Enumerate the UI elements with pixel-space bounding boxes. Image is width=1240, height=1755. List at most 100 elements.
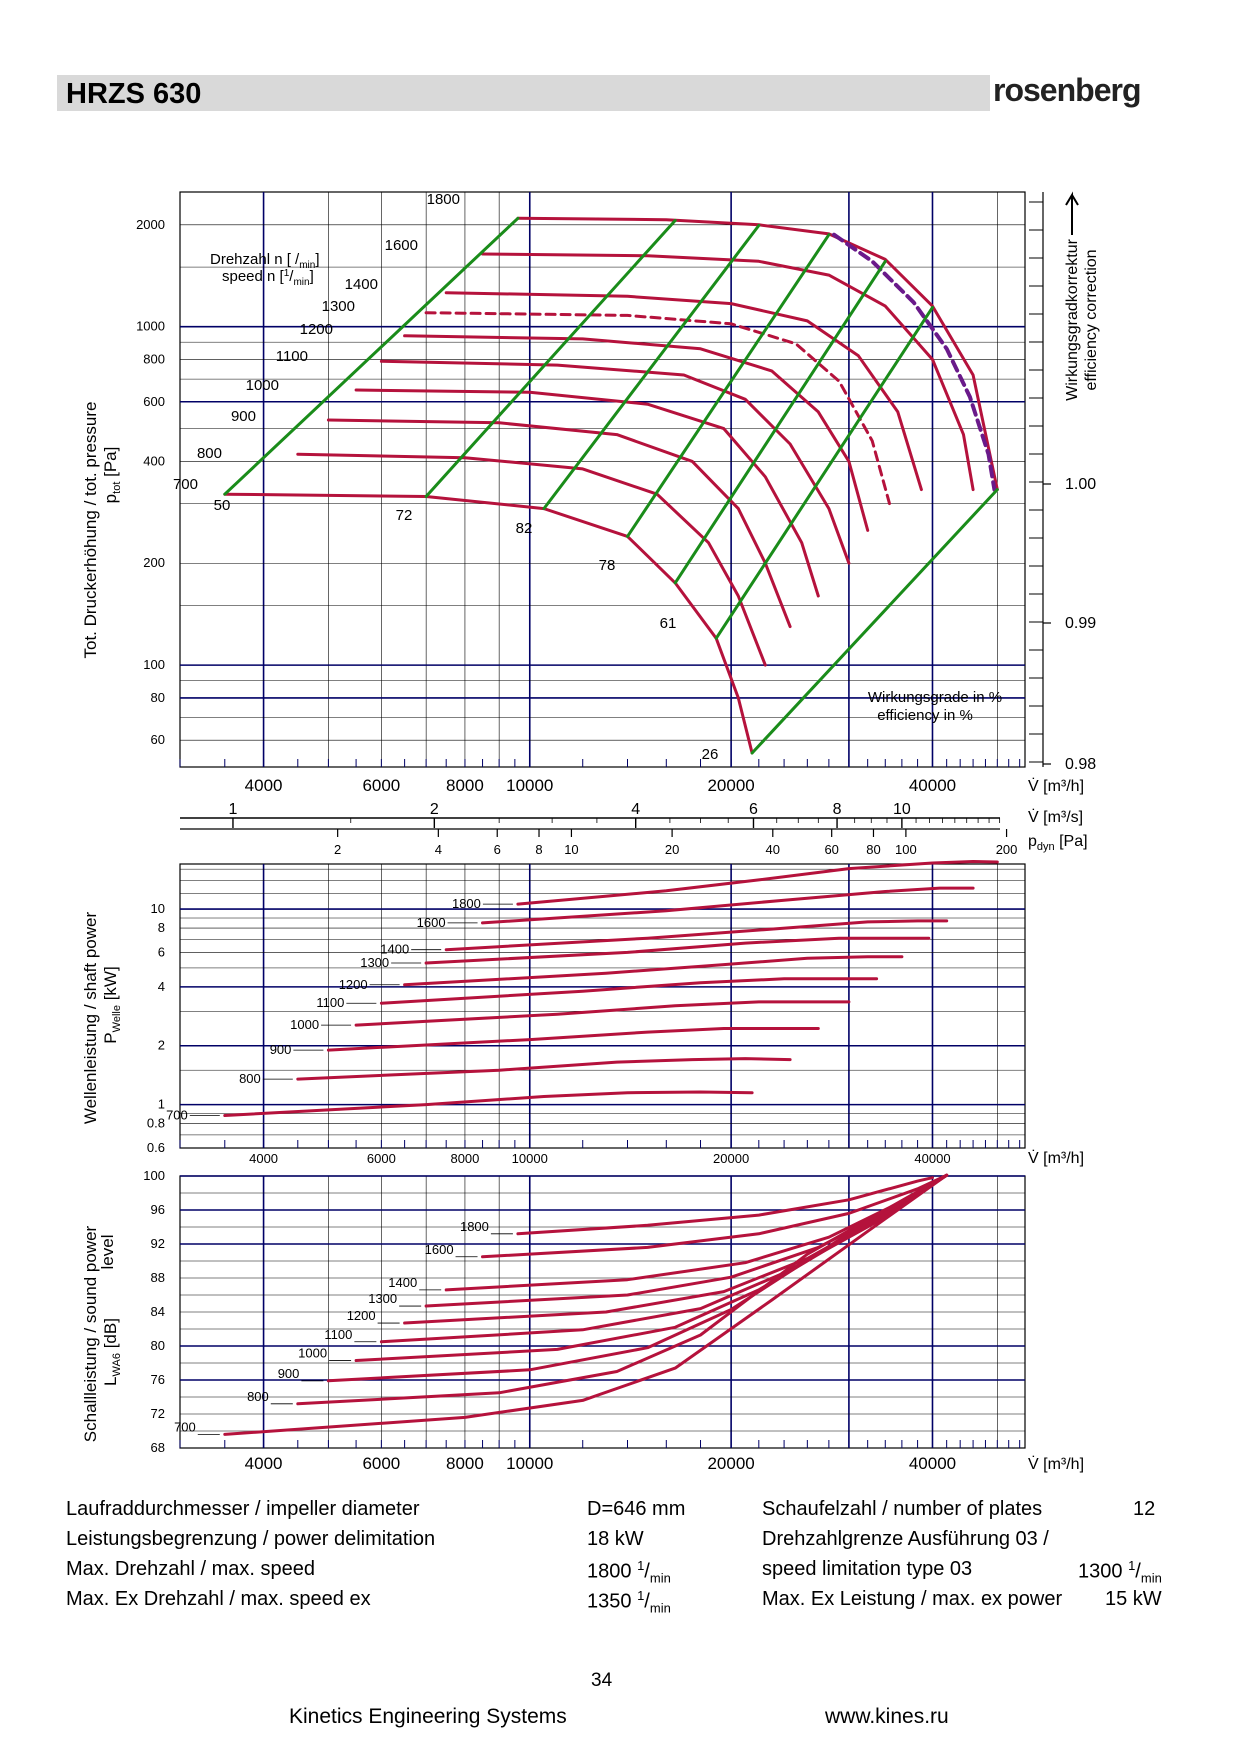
speed-legend-part: speed n [ [222,268,285,285]
power-speed-label-1800: 1800 [452,896,481,911]
sound-y-label-2: level [98,1235,117,1270]
efficiency-label-72: 72 [396,507,413,524]
sound-curve-1100 [379,1173,949,1344]
pressure-y-tick-label: 60 [151,732,165,747]
speed-label-1600: 1600 [385,237,418,254]
pressure-plot-frame [179,191,1026,768]
sound-y-tick-label: 96 [151,1202,165,1217]
speed-label-1800: 1800 [427,191,460,208]
pressure-y-label-1: Tot. Druckerhöhung / tot. pressure [81,401,100,658]
speed-label-800: 800 [197,445,222,462]
pressure-efficiency-limit-curve [832,232,997,492]
footer-company: Kinetics Engineering Systems [289,1705,567,1728]
pdyn-tick-label: 8 [535,842,542,857]
power-y-tick-label: 2 [158,1038,165,1053]
pdyn-tick-label: 2 [334,842,341,857]
speed-legend-part: / [289,268,294,285]
efficiency-subtitle: efficiency in % [877,707,973,724]
sound-y-tick-label: 80 [151,1338,165,1353]
spec-right-label-0: Schaufelzahl / number of plates [762,1498,1043,1520]
power-y-tick-label: 0.8 [147,1116,165,1131]
power-speed-label-800: 800 [239,1071,261,1086]
spec-left-label-3: Max. Ex Drehzahl / max. speed ex [66,1588,371,1610]
power-x-tick-label: 20000 [713,1151,749,1166]
speed-legend-part: min [293,277,309,288]
power-speed-label-1100: 1100 [316,995,344,1010]
power-curve-1800 [516,860,999,906]
sound-y-tick-label: 68 [151,1440,165,1455]
pressure-y-tick-label: 2000 [136,217,165,232]
correction-tick-label: 1.00 [1065,476,1096,493]
sound-curve-1000 [354,1173,949,1362]
system-line-0 [223,216,520,496]
spec-left-value-3: 1350 1/min [587,1588,671,1616]
spec-right-value-3: 15 kW [1105,1588,1162,1610]
pressure-y-tick-label: 1000 [136,319,165,334]
power-curve-1400 [444,919,949,952]
speed-label-900: 900 [231,408,256,425]
flow-m3s-label: V̇ [m³/s] [1028,808,1083,826]
speed-legend-line-2: speed n [1/min] [222,268,314,288]
power-curve-1600 [481,886,975,925]
power-curve-1100 [379,977,879,1005]
pdyn-tick-label: 10 [564,842,578,857]
header-bar [57,75,990,111]
correction-tick-label: 0.98 [1065,756,1096,773]
pressure-x-label: V̇ [m³/h] [1028,777,1084,795]
power-x-tick-label: 40000 [914,1151,950,1166]
power-curve-700 [223,1090,754,1117]
efficiency-label-26: 26 [702,746,719,763]
ylabel-part: tot [111,482,123,494]
pdyn-tick-label: 80 [866,842,880,857]
flow-m3s-tick-label: 6 [749,801,758,818]
sound-curve-800 [296,1173,949,1406]
speed-label-1200: 1200 [300,321,333,338]
ylabel-part: p [101,494,120,503]
pdyn-tick-label: 4 [435,842,442,857]
sound-y-tick-label: 100 [143,1168,165,1183]
ylabel-part: [dB] [101,1318,120,1353]
flow-m3s-tick-label: 1 [229,801,238,818]
ylabel-part: Welle [111,1005,123,1032]
footer-url: www.kines.ru [825,1705,949,1728]
correction-arrow-icon [1065,191,1079,235]
page-number: 34 [591,1670,613,1691]
sound-speed-label-900: 900 [278,1366,300,1381]
system-line-4 [673,259,887,585]
spec-left-value-1: 18 kW [587,1528,644,1550]
brand-logo: rosenberg [993,72,1141,108]
power-y-tick-label: 1 [158,1097,165,1112]
spec-right-label-1: Drehzahlgrenze Ausführung 03 / [762,1528,1049,1550]
ylabel-part: [kW] [101,966,120,1005]
flow-m3s-tick-label: 10 [893,801,911,818]
power-curve-1000 [354,1000,851,1027]
spec-left-label-0: Laufraddurchmesser / impeller diameter [66,1498,420,1520]
pressure-curve-1600 [481,252,975,492]
pressure-x-tick-label: 8000 [446,776,484,795]
speed-legend-part: 1 [284,268,290,279]
sound-x-tick-label: 40000 [909,1454,956,1473]
pressure-x-tick-label: 40000 [909,776,956,795]
spec-right-label-2: speed limitation type 03 [762,1558,973,1580]
sound-x-tick-label: 4000 [245,1454,283,1473]
efficiency-label-82: 82 [516,520,533,537]
pressure-curve-1300 [424,311,891,506]
sound-y-tick-label: 88 [151,1270,165,1285]
pdyn-tick-label: 100 [895,842,917,857]
power-curve-800 [296,1057,792,1081]
efficiency-title: Wirkungsgrade in % [868,689,1002,706]
pdyn-part: dyn [1037,841,1055,853]
power-speed-label-1300: 1300 [360,955,389,970]
ylabel-part: [Pa] [101,447,120,482]
spec-left-value-2: 1800 1/min [587,1558,671,1586]
pressure-curve-1100 [379,359,851,565]
pressure-x-tick-label: 10000 [506,776,553,795]
power-curve-1200 [403,955,904,987]
sound-curve-1600 [481,1173,949,1259]
speed-legend-part: min [299,260,315,271]
correction-label-1: Wirkungsgradkorrektur [1064,238,1081,401]
sound-speed-label-1400: 1400 [388,1275,417,1290]
pdyn-part: p [1028,833,1037,850]
pressure-curve-1200 [403,334,870,532]
sound-y-tick-label: 76 [151,1372,165,1387]
